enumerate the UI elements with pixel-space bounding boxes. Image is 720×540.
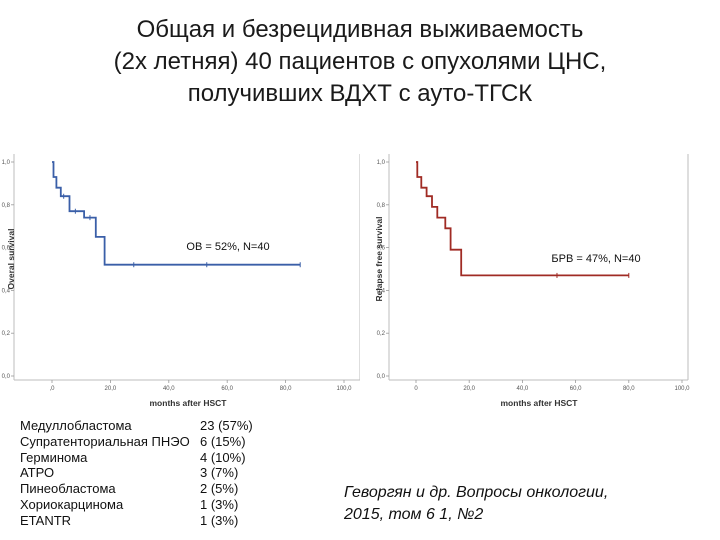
diagnosis-name: Хориокарцинома bbox=[20, 496, 124, 512]
y-tick-label: 1,0 bbox=[377, 160, 386, 166]
citation-line: Геворгян и др. Вопросы онкологии, bbox=[344, 484, 609, 501]
x-tick-label: 60,0 bbox=[570, 386, 582, 392]
survival-annotation: БРВ = 47%, N=40 bbox=[551, 253, 640, 265]
x-tick-label: 60,0 bbox=[221, 386, 233, 392]
diagnosis-value: 1 (3%) bbox=[200, 512, 239, 528]
relapse-free-survival-chart: 0,0 0,2 0,4 0,6 0,8 1,0 0 20,0 40,0 60,0 80,0 100,0… bbox=[370, 148, 715, 418]
diagnosis-value: 3 (7%) bbox=[200, 465, 239, 481]
chart-svg: 0,0 0,2 0,4 0,6 0,8 1,0 0 20,0 40,0 60,0 80,0 100,0… bbox=[374, 154, 690, 408]
x-axis-label: months after HSCT bbox=[501, 398, 579, 408]
slide-title: Общая и безрецидивная выживаемость (2х л… bbox=[0, 14, 720, 110]
diagnosis-name: Пинеобластома bbox=[20, 481, 116, 497]
diagnosis-name: Герминома bbox=[20, 449, 88, 465]
y-tick-label: 0,6 bbox=[377, 246, 386, 252]
y-tick-label: 1,0 bbox=[2, 160, 11, 166]
x-tick-label: 80,0 bbox=[623, 386, 635, 392]
x-axis-label: months after HSCT bbox=[150, 398, 228, 408]
x-tick-label: 40,0 bbox=[163, 386, 175, 392]
chart-svg: 0,0 0,2 0,4 0,6 0,8 1,0 ,0 20,0 40,0 60,0 80,0 100,… bbox=[2, 154, 361, 408]
diagnosis-value: 1 (3%) bbox=[200, 496, 239, 512]
y-tick-label: 0,4 bbox=[2, 288, 11, 294]
x-tick-label: 20,0 bbox=[105, 386, 117, 392]
diagnosis-value: 6 (15%) bbox=[200, 433, 246, 449]
diagnosis-name: Супратенториальная ПНЭО bbox=[20, 433, 190, 449]
survival-curve bbox=[52, 161, 301, 266]
x-tick-label: 20,0 bbox=[463, 386, 475, 392]
diagnosis-value: 23 (57%) bbox=[200, 418, 253, 433]
title-line: Общая и безрецидивная выживаемость bbox=[136, 16, 584, 43]
x-tick-label: 100,0 bbox=[674, 386, 690, 392]
y-axis-label: Relapse free survival bbox=[374, 216, 384, 301]
x-tick-label: 80,0 bbox=[280, 386, 292, 392]
y-tick-label: 0,0 bbox=[2, 374, 11, 380]
diagnosis-value: 2 (5%) bbox=[200, 481, 239, 497]
x-tick-label: 0 bbox=[414, 386, 418, 392]
citation-line: 2015, том 6 1, №2 bbox=[344, 506, 484, 523]
survival-annotation: OB = 52%, N=40 bbox=[186, 241, 269, 253]
diagnosis-value: 4 (10%) bbox=[200, 449, 246, 465]
title-line: получивших ВДХТ с ауто-ТГСК bbox=[187, 80, 533, 107]
y-tick-label: 0,8 bbox=[377, 203, 386, 209]
y-tick-label: 0,4 bbox=[377, 288, 386, 294]
citation: Геворгян и др. Вопросы онкологии, 2015, … bbox=[344, 482, 608, 526]
y-tick-label: 0,2 bbox=[377, 331, 386, 337]
title-line: (2х летняя) 40 пациентов с опухолями ЦНС… bbox=[113, 48, 607, 75]
y-tick-label: 0,8 bbox=[2, 203, 11, 209]
y-tick-label: 0,0 bbox=[377, 374, 386, 380]
diagnosis-name: АТРО bbox=[20, 465, 55, 481]
x-tick-label: 40,0 bbox=[517, 386, 529, 392]
diagnosis-name: ETANTR bbox=[20, 512, 72, 528]
y-tick-label: 0,6 bbox=[2, 246, 11, 252]
y-tick-label: 0,2 bbox=[2, 331, 11, 337]
y-axis-label: Overal survival bbox=[6, 229, 16, 290]
x-tick-label: 100,0 bbox=[336, 386, 352, 392]
x-tick-label: ,0 bbox=[49, 386, 55, 392]
overall-survival-chart: 0,0 0,2 0,4 0,6 0,8 1,0 ,0 20,0 40,0 60,0 80,0 100,… bbox=[0, 148, 361, 418]
diagnosis-name: Медуллобластома bbox=[20, 418, 132, 433]
survival-curve bbox=[416, 161, 629, 277]
